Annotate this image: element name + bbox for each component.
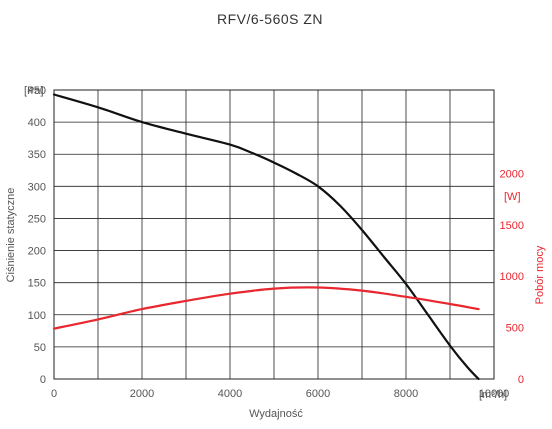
- y-tick-label-left: 350: [28, 149, 46, 161]
- x-axis-label: Wydajność: [249, 408, 303, 420]
- y-unit-left: [Pa]: [24, 85, 44, 97]
- x-unit: [m³/h]: [479, 389, 507, 401]
- y-tick-label-left: 50: [34, 342, 46, 354]
- x-tick-label: 8000: [394, 388, 418, 400]
- y-tick-label-left: 100: [28, 310, 46, 322]
- x-tick-label: 2000: [130, 388, 154, 400]
- x-tick-label: 0: [51, 388, 57, 400]
- y-axis-label-right: Pobór mocy: [534, 245, 546, 304]
- y-tick-label-left: 150: [28, 278, 46, 290]
- chart-title: RFV/6-560S ZN: [217, 11, 323, 27]
- x-tick-label: 4000: [218, 388, 242, 400]
- y-unit-right: [W]: [504, 191, 521, 203]
- y-tick-label-left: 450: [28, 85, 46, 97]
- y-axis-label-left: Ciśnienie statyczne: [5, 188, 17, 283]
- y-tick-label-left: 300: [28, 181, 46, 193]
- y-tick-label-left: 200: [28, 246, 46, 258]
- power-curve-line: [52, 286, 480, 330]
- y-tick-label-left: 0: [40, 374, 46, 386]
- y-tick-label-right: 2000: [500, 168, 524, 180]
- grid: [53, 89, 495, 380]
- y-tick-label-right: 1500: [500, 220, 524, 232]
- y-tick-label-right: 0: [518, 374, 524, 386]
- y-tick-label-left: 250: [28, 213, 46, 225]
- tick-labels: 0 2000 4000 6000 8000 10000050100150200250300…: [28, 85, 524, 400]
- pressure-curve-line: [52, 93, 480, 381]
- y-tick-label-right: 1000: [500, 271, 524, 283]
- plot-lines: [52, 93, 480, 381]
- y-tick-label-left: 400: [28, 117, 46, 129]
- y-tick-label-right: 500: [506, 323, 524, 335]
- x-tick-label: 6000: [306, 388, 330, 400]
- x-tick-label: 10000: [479, 388, 510, 400]
